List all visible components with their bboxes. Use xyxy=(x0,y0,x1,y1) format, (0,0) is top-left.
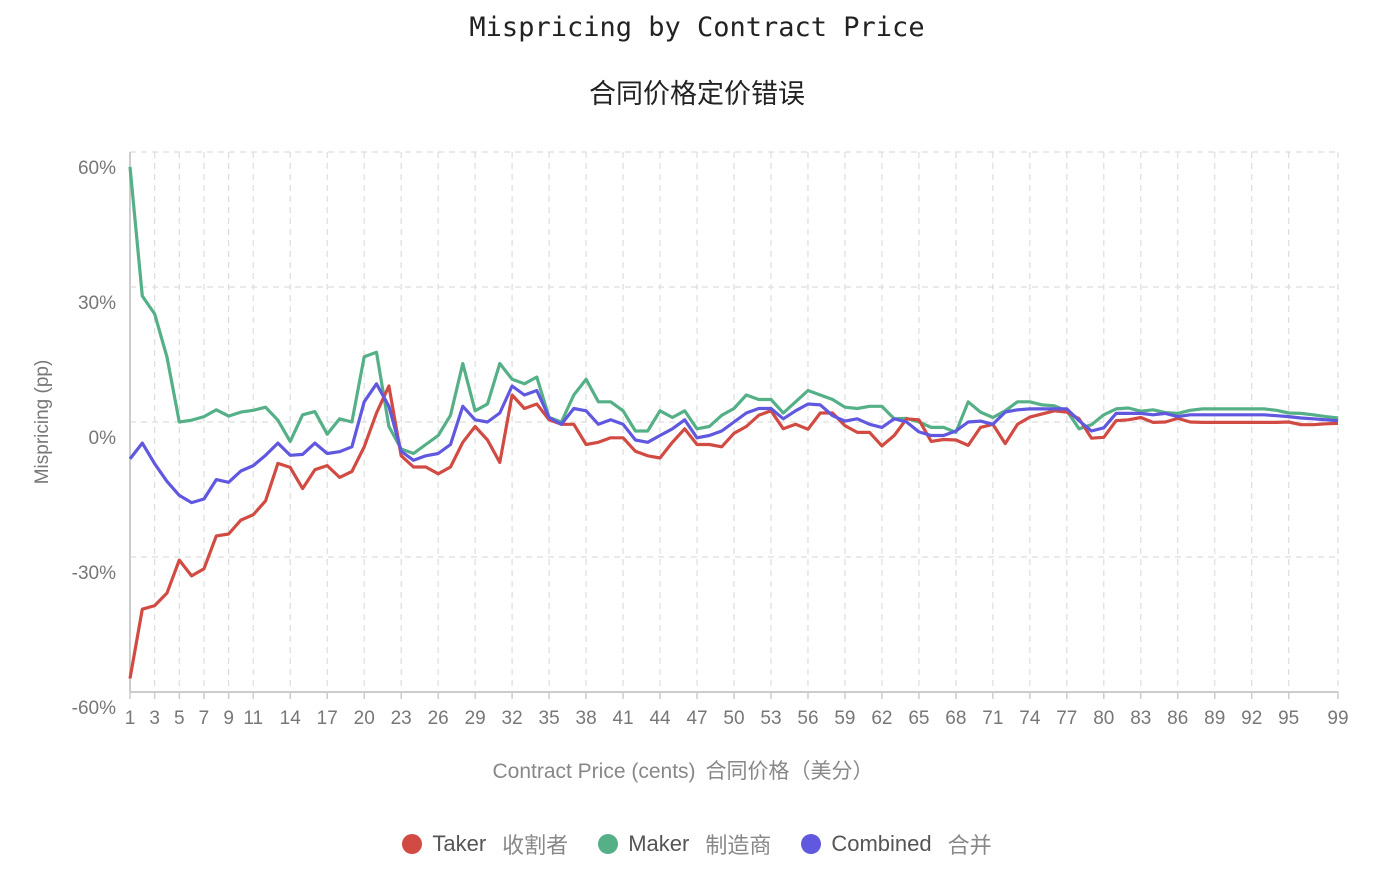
x-tick-label: 1 xyxy=(125,708,136,729)
x-tick-label: 50 xyxy=(723,708,744,729)
legend: Taker 收割者 Maker 制造商 Combined 合并 xyxy=(0,828,1394,860)
x-tick-label: 38 xyxy=(576,708,597,729)
legend-label-zh: 收割者 xyxy=(502,833,569,858)
x-tick-label: 74 xyxy=(1019,708,1041,729)
x-tick-label: 80 xyxy=(1093,708,1114,729)
x-tick-label: 9 xyxy=(223,708,234,729)
x-tick-label: 47 xyxy=(686,708,707,729)
x-axis-label-en: Contract Price (cents) xyxy=(492,760,695,783)
legend-item-maker[interactable]: Maker 制造商 xyxy=(598,828,771,860)
maker-swatch-icon xyxy=(598,834,619,854)
x-tick-label: 44 xyxy=(649,708,671,729)
x-axis-label-zh: 合同价格（美分） xyxy=(706,760,874,783)
chart-title: Mispricing by Contract Price xyxy=(469,12,925,43)
x-tick-label: 99 xyxy=(1327,708,1348,729)
x-tick-label: 62 xyxy=(871,708,892,729)
x-tick-label: 65 xyxy=(908,708,929,729)
legend-label: Taker xyxy=(432,831,487,856)
x-tick-label: 5 xyxy=(174,708,185,729)
y-tick-label: -60% xyxy=(72,698,116,719)
x-tick-label: 83 xyxy=(1130,708,1151,729)
y-tick-label: 30% xyxy=(78,293,116,314)
series-lines xyxy=(128,166,1339,679)
x-tick-label: 32 xyxy=(502,708,523,729)
chart-subtitle: 合同价格定价错误 xyxy=(589,79,805,110)
y-tick-label: -30% xyxy=(72,563,116,584)
x-tick-label: 92 xyxy=(1241,708,1262,729)
x-tick-label: 77 xyxy=(1056,708,1077,729)
series-line-taker xyxy=(128,384,1339,679)
combined-swatch-icon xyxy=(801,834,822,854)
legend-label: Combined xyxy=(831,831,932,856)
x-tick-label: 17 xyxy=(317,708,338,729)
x-tick-label: 89 xyxy=(1204,708,1225,729)
x-tick-label: 68 xyxy=(945,708,966,729)
x-axis-label: Contract Price (cents) 合同价格（美分） xyxy=(492,760,873,783)
x-tick-label: 29 xyxy=(465,708,486,729)
y-tick-label: 0% xyxy=(89,428,117,449)
series-line-maker xyxy=(128,166,1339,456)
legend-item-combined[interactable]: Combined 合并 xyxy=(801,828,992,860)
x-tick-label: 53 xyxy=(760,708,781,729)
y-axis-label: Mispricing (pp) xyxy=(32,360,53,485)
series-line-combined xyxy=(128,382,1339,505)
y-tick-label: 60% xyxy=(78,158,116,179)
legend-label: Maker xyxy=(628,831,690,856)
legend-label-zh: 合并 xyxy=(947,833,992,858)
x-tick-label: 95 xyxy=(1278,708,1299,729)
x-tick-label: 3 xyxy=(149,708,160,729)
x-tick-label: 35 xyxy=(539,708,560,729)
x-tick-label: 11 xyxy=(243,708,263,729)
axes: 60%30%0%-30%-60% 1 3 5 7 9 11 14 17 20 23 26 29 32 35 3… xyxy=(72,152,1349,729)
x-tick-label: 41 xyxy=(612,708,633,729)
legend-label-zh: 制造商 xyxy=(705,833,772,858)
x-tick-label: 14 xyxy=(280,708,302,729)
x-tick-label: 86 xyxy=(1167,708,1188,729)
x-tick-label: 59 xyxy=(834,708,855,729)
legend-item-taker[interactable]: Taker 收割者 xyxy=(402,828,568,860)
x-tick-label: 23 xyxy=(391,708,412,729)
taker-swatch-icon xyxy=(402,834,423,854)
x-tick-label: 71 xyxy=(982,708,1003,729)
x-tick-label: 20 xyxy=(354,708,375,729)
x-tick-label: 26 xyxy=(428,708,449,729)
x-tick-label: 7 xyxy=(199,708,210,729)
x-tick-label: 56 xyxy=(797,708,818,729)
